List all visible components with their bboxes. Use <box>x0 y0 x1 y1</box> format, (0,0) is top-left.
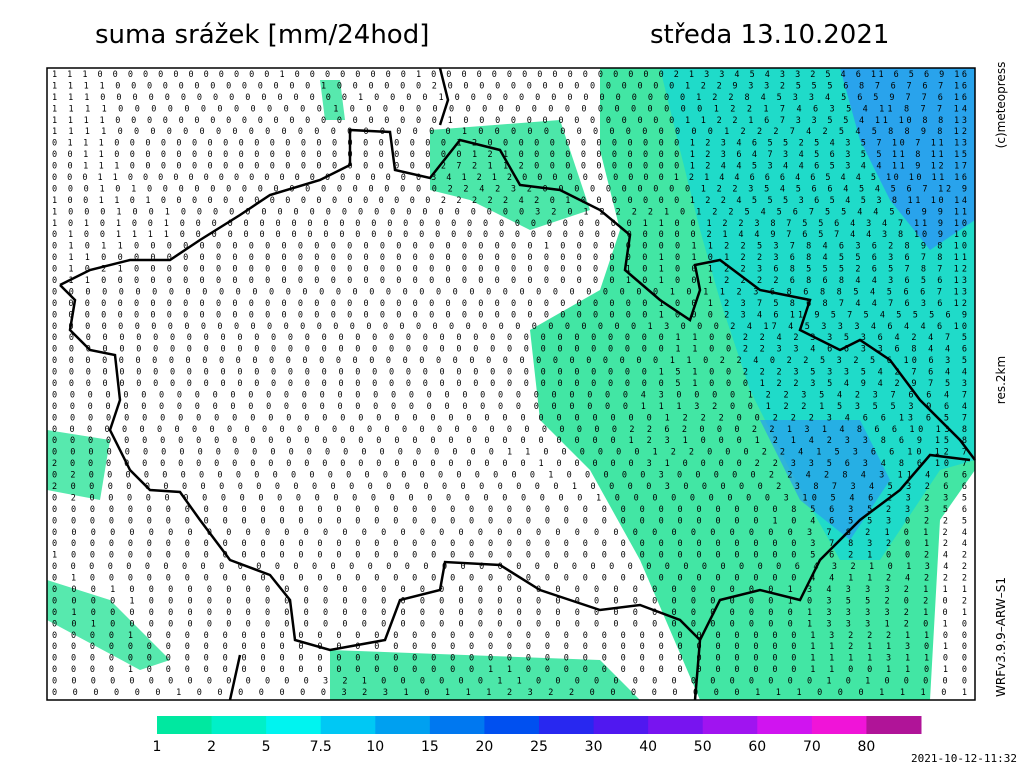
grid-row: 1 1 1 0 0 0 0 0 0 0 0 0 0 0 0 0 0 0 0 1 … <box>52 93 967 103</box>
grid-row: 0 1 0 0 0 0 0 0 0 0 0 0 0 0 0 0 0 0 0 0 … <box>52 574 967 584</box>
grid-row: 0 0 0 0 1 0 0 0 0 0 0 0 0 0 0 0 0 0 0 0 … <box>52 665 967 675</box>
map-frame <box>46 67 976 701</box>
colorbar-swatch <box>866 716 922 734</box>
grid-row: 0 1 0 0 0 0 0 0 0 0 0 0 0 0 0 0 0 0 0 0 … <box>52 608 967 618</box>
colorbar-label: 20 <box>476 739 494 755</box>
colorbar-swatch <box>811 716 867 734</box>
colorbar-label: 60 <box>748 739 766 755</box>
grid-row: 0 0 0 0 1 0 0 0 0 0 0 0 0 0 0 0 0 0 0 0 … <box>52 631 967 641</box>
grid-row: 0 0 0 0 0 0 0 0 0 0 0 0 0 0 0 0 0 0 0 0 … <box>52 310 967 320</box>
grid-row: 0 0 0 0 0 0 0 0 0 0 0 0 0 0 3 2 1 0 0 0 … <box>52 677 967 687</box>
grid-row: 0 0 0 0 0 0 0 0 0 0 0 0 0 0 0 0 0 0 0 0 … <box>52 528 967 538</box>
grid-row: 0 1 1 0 0 0 0 0 0 0 0 0 0 0 0 0 0 0 0 0 … <box>52 276 967 286</box>
colorbar-swatch <box>429 716 485 734</box>
grid-row: 0 0 0 0 0 0 0 0 0 0 0 0 0 0 0 0 0 0 0 0 … <box>52 516 967 526</box>
colorbar-label: 40 <box>639 739 657 755</box>
grid-row: 0 0 0 0 0 0 0 0 0 0 0 0 0 0 0 0 0 0 0 0 … <box>52 562 967 572</box>
grid-row: 0 0 0 0 0 0 0 0 0 0 0 0 0 0 0 0 0 0 0 0 … <box>52 299 967 309</box>
colorbar-swatch <box>648 716 704 734</box>
colorbar-swatch <box>266 716 322 734</box>
grid-row: 0 0 0 0 0 0 0 0 0 0 0 0 0 0 0 0 0 0 0 0 … <box>52 642 967 652</box>
precip-area <box>840 68 975 250</box>
grid-row: 0 0 0 0 0 0 0 0 0 0 0 0 0 0 0 0 0 0 0 0 … <box>52 345 967 355</box>
map-date: středa 13.10.2021 <box>650 20 889 50</box>
colorbar-swatch <box>211 716 267 734</box>
grid-row: 0 0 0 0 0 0 0 0 0 0 0 0 0 0 0 0 0 0 0 0 … <box>52 425 967 435</box>
precip-area <box>760 420 890 540</box>
grid-row: 0 0 0 0 0 0 0 0 0 0 0 0 0 0 0 0 0 0 0 0 … <box>52 436 967 446</box>
precip-area <box>320 80 345 120</box>
grid-row: 0 0 0 0 0 0 0 0 0 0 0 0 0 0 0 0 0 0 0 0 … <box>52 287 967 297</box>
model-label: WRFv3.9.9–ARW–S1 <box>994 577 1008 697</box>
grid-row: 0 0 0 0 0 0 0 0 0 0 0 0 0 0 0 0 0 0 0 0 … <box>52 402 967 412</box>
precip-area <box>330 650 640 700</box>
grid-row: 0 1 1 0 0 0 0 0 0 0 0 0 0 0 0 0 0 0 0 0 … <box>52 253 967 263</box>
colorbar-swatch <box>157 716 213 734</box>
colorbar-label: 80 <box>858 739 876 755</box>
grid-row: 0 0 0 0 0 0 0 0 0 0 0 0 0 0 0 0 0 0 0 0 … <box>52 413 967 423</box>
copyright-label: (c)meteopress <box>994 62 1008 149</box>
colorbar-label: 1 <box>153 739 162 755</box>
colorbar-label: 15 <box>421 739 439 755</box>
colorbar-label: 70 <box>803 739 821 755</box>
colorbar-swatch <box>539 716 595 734</box>
precip-area <box>47 430 110 500</box>
grid-row: 0 0 0 0 0 0 0 0 0 0 0 0 0 0 0 0 0 0 0 0 … <box>52 505 967 515</box>
grid-row: 0 0 0 0 0 0 0 0 0 0 0 0 0 0 0 0 0 0 0 0 … <box>52 379 967 389</box>
grid-row: 0 0 0 0 0 0 0 0 0 0 0 0 0 0 0 0 0 0 0 0 … <box>52 654 967 664</box>
precip-shading <box>47 68 975 700</box>
grid-row: 0 0 0 0 0 0 0 0 0 0 0 0 0 0 0 0 0 0 0 0 … <box>52 356 967 366</box>
colorbar-swatch <box>757 716 813 734</box>
grid-row: 0 0 0 1 1 0 0 0 0 0 0 0 0 0 0 0 0 0 0 0 … <box>52 173 967 183</box>
precip-area <box>47 580 170 670</box>
map-title: suma srážek [mm/24hod] <box>95 20 429 50</box>
grid-row: 0 0 0 0 1 0 0 0 0 0 0 0 0 0 0 0 0 0 0 0 … <box>52 596 967 606</box>
grid-row: 1 1 1 1 0 0 0 0 0 0 0 0 0 0 0 0 0 1 0 0 … <box>52 81 967 91</box>
grid-row: 0 0 0 0 0 0 0 0 0 0 0 0 0 0 0 0 0 0 0 0 … <box>52 333 967 343</box>
grid-row: 0 0 0 0 0 0 0 0 0 0 0 0 0 0 0 0 0 0 0 0 … <box>52 448 967 458</box>
colorbar-label: 30 <box>585 739 603 755</box>
colorbar-swatch <box>375 716 431 734</box>
grid-row: 0 0 0 0 0 0 0 0 0 0 0 0 0 0 0 0 0 0 0 0 … <box>52 390 967 400</box>
colorbar-swatch <box>593 716 649 734</box>
grid-row: 0 0 1 0 0 0 0 0 0 0 0 0 0 0 0 0 0 0 0 0 … <box>52 619 967 629</box>
colorbar-label: 25 <box>530 739 548 755</box>
timestamp: 2021-10-12-11:32 <box>911 752 1017 765</box>
grid-row: 0 0 0 0 0 0 0 0 0 0 0 0 0 0 0 0 0 0 0 0 … <box>52 539 967 549</box>
grid-row: 0 0 0 0 0 0 0 0 0 0 0 0 0 0 0 0 0 0 0 0 … <box>52 368 967 378</box>
colorbar-label: 10 <box>366 739 384 755</box>
grid-row: 0 0 0 0 0 0 0 0 0 0 0 0 0 0 0 0 0 0 0 0 … <box>52 322 967 332</box>
colorbar-swatch <box>702 716 758 734</box>
resolution-label: res.2km <box>994 356 1008 404</box>
colorbar-label: 5 <box>262 739 271 755</box>
grid-row: 2 0 0 0 0 0 0 0 0 0 0 0 0 0 0 0 0 0 0 0 … <box>52 459 967 469</box>
colorbar: 1 2 5 7.5 10 15 20 25 30 40 50 60 70 80 <box>153 716 922 755</box>
grid-row: 0 0 0 0 0 0 1 0 0 0 0 0 0 0 3 2 3 1 0 1 … <box>52 688 967 698</box>
colorbar-label: 50 <box>694 739 712 755</box>
country-border <box>59 67 976 701</box>
grid-row: 1 0 1 0 1 0 0 1 0 0 0 0 0 0 0 0 0 0 0 0 … <box>52 219 967 229</box>
precip-area <box>430 120 590 230</box>
grid-row: 1 1 1 0 0 0 0 0 0 0 0 0 0 0 0 1 0 0 0 0 … <box>52 70 967 80</box>
colorbar-swatch <box>484 716 540 734</box>
colorbar-swatch <box>320 716 376 734</box>
grid-row: 1 1 1 1 0 0 0 0 0 0 0 0 0 0 0 0 0 1 0 0 … <box>52 104 967 114</box>
grid-row: 0 1 0 2 1 0 0 0 0 0 0 0 0 0 0 0 0 0 0 0 … <box>52 265 967 275</box>
grid-row: 0 1 0 0 1 1 1 1 0 0 0 0 0 0 0 0 0 0 0 0 … <box>52 230 967 240</box>
grid-row: 0 2 0 0 0 0 0 0 0 0 0 0 0 0 0 0 0 0 0 0 … <box>52 493 967 503</box>
grid-row: 0 0 0 1 0 0 0 0 0 0 0 0 0 0 0 0 0 0 0 0 … <box>52 585 967 595</box>
colorbar-label: 2 <box>207 739 216 755</box>
grid-row: 2 0 0 0 0 0 0 0 0 0 0 0 0 0 0 0 0 0 0 0 … <box>52 482 967 492</box>
colorbar-label: 7.5 <box>310 739 332 755</box>
grid-row: 1 0 0 0 0 0 0 0 0 0 0 0 0 0 0 0 0 0 0 0 … <box>52 551 967 561</box>
